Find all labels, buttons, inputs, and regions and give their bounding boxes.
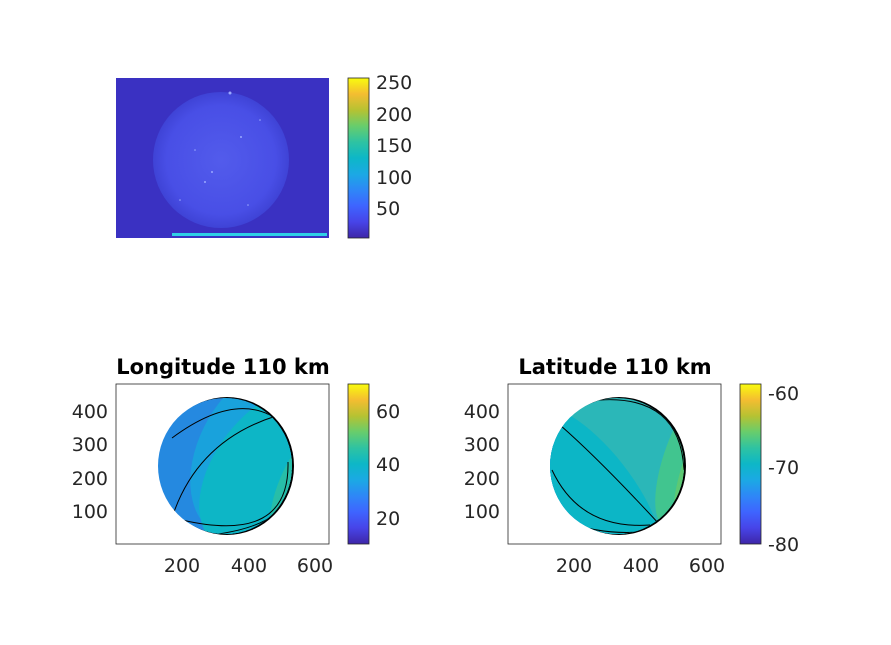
colorbar2-tick: 20 [376, 508, 400, 530]
longitude-panel: Longitude 110 km 400 300 200 [72, 355, 400, 577]
lat-band [655, 398, 684, 526]
longitude-xticks: 400 [231, 555, 267, 577]
latitude-title: Latitude 110 km [518, 355, 711, 379]
longitude-yticks: 200 [72, 468, 108, 490]
longitude-yticks: 100 [72, 501, 108, 523]
latitude-yticks: 100 [464, 501, 500, 523]
lat-band [550, 405, 662, 534]
longitude-yticks: 300 [72, 434, 108, 456]
all-sky-image-panel: 50 100 150 200 250 [116, 72, 412, 239]
colorbar1-tick: 250 [376, 72, 412, 94]
colorbar1-tick: 50 [376, 198, 400, 220]
latitude-yticks: 200 [464, 468, 500, 490]
longitude-colorbar: 20 40 60 [347, 383, 400, 545]
colorbar2-tick: 40 [376, 454, 400, 476]
colorbar2-tick: 60 [376, 401, 400, 423]
longitude-yticks: 400 [72, 401, 108, 423]
all-sky-colorbar: 50 100 150 200 250 [347, 72, 412, 239]
latitude-map-image [550, 397, 686, 535]
longitude-xticks: 200 [164, 555, 200, 577]
latitude-xticks: 600 [689, 555, 725, 577]
lon-band [199, 398, 292, 534]
latitude-yticks: 400 [464, 401, 500, 423]
all-sky-stars [179, 91, 261, 206]
colorbar1-tick: 200 [376, 104, 412, 126]
all-sky-caption-strip [172, 233, 327, 236]
latitude-panel: Latitude 110 km 400 300 2 [464, 355, 799, 577]
latitude-yticks: 300 [464, 434, 500, 456]
latitude-xticks: 200 [556, 555, 592, 577]
colorbar1-tick: 100 [376, 167, 412, 189]
all-sky-field-of-view [153, 92, 289, 228]
longitude-title: Longitude 110 km [116, 355, 330, 379]
colorbar1-tick: 150 [376, 135, 412, 157]
colorbar3-tick: -70 [768, 457, 799, 479]
longitude-xticks: 600 [297, 555, 333, 577]
colorbar3-tick: -80 [768, 534, 799, 556]
latitude-colorbar: -60 -70 -80 [739, 383, 799, 556]
colorbar3-tick: -60 [768, 383, 799, 405]
latitude-xticks: 400 [623, 555, 659, 577]
